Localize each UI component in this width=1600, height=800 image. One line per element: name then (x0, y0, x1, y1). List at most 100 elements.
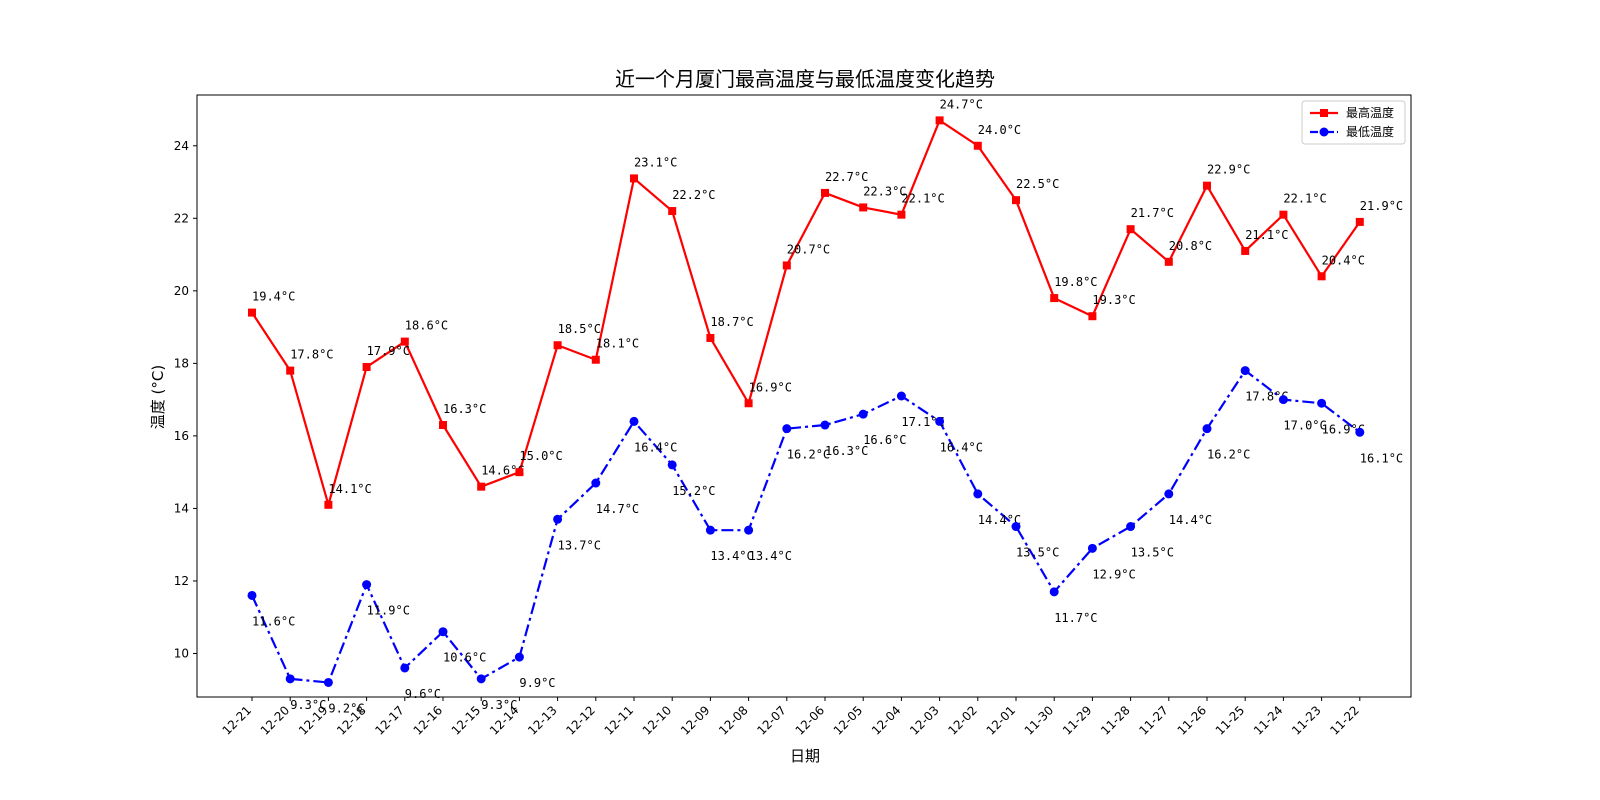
data-point (706, 333, 715, 342)
x-tick-label: 11-29 (1060, 703, 1095, 738)
data-label: 18.1°C (596, 337, 639, 351)
data-label: 17.8°C (290, 348, 333, 362)
data-label: 16.2°C (1207, 448, 1250, 462)
data-label: 16.1°C (1360, 451, 1403, 465)
data-point (1203, 181, 1211, 190)
data-point (1355, 427, 1365, 437)
data-point (1279, 210, 1288, 219)
data-label: 22.7°C (825, 170, 868, 184)
data-label: 13.4°C (749, 549, 792, 563)
data-label: 9.6°C (405, 687, 441, 701)
plot-frame (196, 94, 1412, 698)
data-point (782, 261, 791, 270)
data-label: 12.9°C (1092, 567, 1135, 581)
x-axis-label: 日期 (790, 747, 820, 765)
x-tick-label: 12-02 (945, 703, 980, 738)
data-point (1126, 225, 1135, 234)
data-label: 22.1°C (1283, 192, 1326, 206)
x-tick-label: 12-15 (449, 703, 484, 738)
data-point (1088, 312, 1097, 321)
data-point (1049, 587, 1059, 597)
data-label: 21.7°C (1131, 206, 1174, 220)
x-tick-label: 11-22 (1327, 703, 1362, 738)
x-tick-label: 12-12 (563, 703, 598, 738)
data-label: 14.4°C (1169, 513, 1212, 527)
data-label: 24.7°C (940, 97, 983, 111)
data-label: 16.4°C (940, 440, 983, 454)
data-label: 18.6°C (405, 319, 448, 333)
data-point (935, 416, 945, 426)
data-point (323, 677, 333, 687)
data-point (362, 362, 371, 371)
data-point (248, 308, 256, 317)
data-point (935, 116, 944, 125)
data-point (1240, 366, 1250, 376)
data-point (439, 421, 447, 430)
data-point (553, 341, 562, 350)
data-label: 16.3°C (825, 444, 868, 458)
data-point (1164, 489, 1174, 499)
data-point (629, 416, 639, 426)
chart-title: 近一个月厦门最高温度与最低温度变化趋势 (615, 67, 995, 91)
data-point (782, 424, 792, 434)
legend-marker (1319, 127, 1329, 137)
data-point (1355, 217, 1364, 226)
data-label: 18.7°C (710, 315, 753, 329)
data-point (820, 420, 830, 430)
x-tick-label: 12-11 (602, 703, 637, 738)
data-point (247, 590, 257, 600)
data-point (1087, 543, 1097, 553)
data-label: 15.2°C (672, 484, 715, 498)
series-line-min (250, 369, 1361, 684)
data-point (285, 674, 295, 684)
data-point (973, 141, 982, 150)
data-label: 13.5°C (1131, 546, 1174, 560)
data-label: 23.1°C (634, 155, 677, 169)
data-label: 20.8°C (1169, 239, 1212, 253)
x-tick-label: 12-17 (372, 703, 407, 738)
data-point (667, 460, 677, 470)
y-tick-label: 24 (174, 139, 189, 153)
y-tick-label: 20 (174, 284, 189, 298)
y-tick-label: 22 (174, 211, 189, 225)
data-label: 20.4°C (1322, 253, 1365, 267)
data-label: 9.3°C (290, 698, 326, 712)
data-label: 16.9°C (1322, 422, 1365, 436)
x-tick-label: 12-05 (831, 703, 866, 738)
legend-marker (1320, 109, 1328, 117)
data-label: 21.1°C (1245, 228, 1288, 242)
x-tick-label: 12-09 (678, 703, 713, 738)
data-label: 14.7°C (596, 502, 639, 516)
data-point (1126, 522, 1136, 532)
data-point (821, 188, 829, 197)
data-point (286, 366, 295, 375)
data-label: 11.7°C (1054, 611, 1097, 625)
data-point (1278, 395, 1288, 405)
data-label: 11.6°C (252, 614, 295, 628)
data-point (515, 468, 524, 477)
data-label: 16.9°C (749, 380, 792, 394)
x-tick-label: 12-21 (220, 703, 255, 738)
y-tick-label: 10 (174, 646, 189, 660)
x-tick-label: 11-23 (1289, 703, 1324, 738)
data-point (1164, 257, 1173, 266)
x-tick-label: 11-26 (1175, 703, 1210, 738)
data-label: 13.7°C (558, 538, 601, 552)
data-label: 20.7°C (787, 242, 830, 256)
data-point (630, 174, 638, 183)
x-tick-label: 12-06 (793, 703, 828, 738)
data-point (744, 399, 753, 408)
legend-label: 最高温度 (1346, 105, 1394, 120)
data-label: 17.1°C (901, 415, 944, 429)
data-label: 17.9°C (367, 344, 410, 358)
y-tick-label: 14 (174, 501, 189, 515)
data-label: 22.1°C (901, 192, 944, 206)
data-point (897, 210, 906, 219)
data-label: 9.2°C (328, 701, 364, 715)
x-tick-label: 11-27 (1136, 703, 1171, 738)
data-label: 22.2°C (672, 188, 715, 202)
data-point (1011, 522, 1021, 532)
